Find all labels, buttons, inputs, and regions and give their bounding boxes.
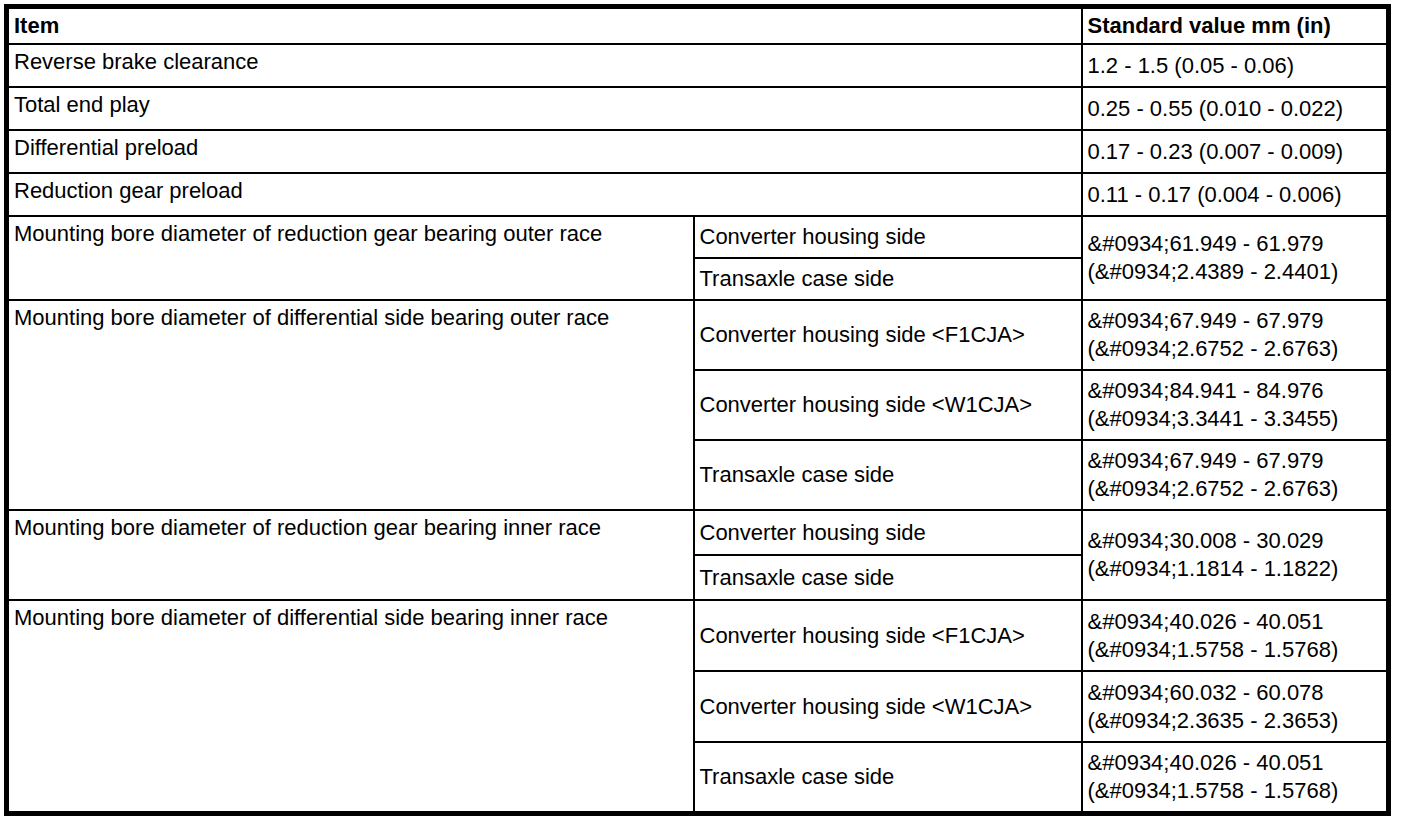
value-cell: &#0934;67.949 - 67.979 (&#0934;2.6752 - …: [1082, 300, 1389, 370]
item-cell: Reverse brake clearance: [7, 44, 1082, 87]
column-header-item: Item: [7, 7, 1082, 45]
item-cell: Mounting bore diameter of reduction gear…: [7, 216, 694, 300]
location-cell: Transaxle case side: [694, 742, 1082, 813]
page: Item Standard value mm (in) Reverse brak…: [0, 0, 1408, 816]
value-cell: &#0934;84.941 - 84.976 (&#0934;3.3441 - …: [1082, 370, 1389, 440]
value-cell: &#0934;40.026 - 40.051 (&#0934;1.5758 - …: [1082, 742, 1389, 813]
table-row: Reverse brake clearance 1.2 - 1.5 (0.05 …: [7, 44, 1389, 87]
value-cell: &#0934;67.949 - 67.979 (&#0934;2.6752 - …: [1082, 440, 1389, 510]
column-header-standard-value: Standard value mm (in): [1082, 7, 1389, 45]
value-cell: &#0934;40.026 - 40.051 (&#0934;1.5758 - …: [1082, 600, 1389, 671]
value-cell: 0.25 - 0.55 (0.010 - 0.022): [1082, 87, 1389, 130]
location-cell: Converter housing side <W1CJA>: [694, 370, 1082, 440]
item-cell: Total end play: [7, 87, 1082, 130]
table-header-row: Item Standard value mm (in): [7, 7, 1389, 45]
location-cell: Converter housing side: [694, 216, 1082, 258]
table-row: Mounting bore diameter of reduction gear…: [7, 216, 1389, 258]
table-row: Mounting bore diameter of differential s…: [7, 300, 1389, 370]
table-row: Reduction gear preload 0.11 - 0.17 (0.00…: [7, 173, 1389, 216]
location-cell: Converter housing side <F1CJA>: [694, 300, 1082, 370]
value-cell: 0.11 - 0.17 (0.004 - 0.006): [1082, 173, 1389, 216]
item-cell: Differential preload: [7, 130, 1082, 173]
location-cell: Transaxle case side: [694, 258, 1082, 300]
value-cell: &#0934;61.949 - 61.979 (&#0934;2.4389 - …: [1082, 216, 1389, 300]
value-cell: &#0934;30.008 - 30.029 (&#0934;1.1814 - …: [1082, 510, 1389, 600]
item-cell: Mounting bore diameter of differential s…: [7, 300, 694, 510]
location-cell: Transaxle case side: [694, 555, 1082, 600]
item-cell: Mounting bore diameter of differential s…: [7, 600, 694, 813]
table-row: Mounting bore diameter of reduction gear…: [7, 510, 1389, 555]
table-row: Total end play 0.25 - 0.55 (0.010 - 0.02…: [7, 87, 1389, 130]
table-row: Mounting bore diameter of differential s…: [7, 600, 1389, 671]
item-cell: Mounting bore diameter of reduction gear…: [7, 510, 694, 600]
item-cell: Reduction gear preload: [7, 173, 1082, 216]
value-cell: &#0934;60.032 - 60.078 (&#0934;2.3635 - …: [1082, 671, 1389, 742]
table-row: Differential preload 0.17 - 0.23 (0.007 …: [7, 130, 1389, 173]
standard-values-table: Item Standard value mm (in) Reverse brak…: [4, 4, 1391, 816]
location-cell: Converter housing side <W1CJA>: [694, 671, 1082, 742]
location-cell: Converter housing side <F1CJA>: [694, 600, 1082, 671]
value-cell: 0.17 - 0.23 (0.007 - 0.009): [1082, 130, 1389, 173]
location-cell: Converter housing side: [694, 510, 1082, 555]
value-cell: 1.2 - 1.5 (0.05 - 0.06): [1082, 44, 1389, 87]
location-cell: Transaxle case side: [694, 440, 1082, 510]
